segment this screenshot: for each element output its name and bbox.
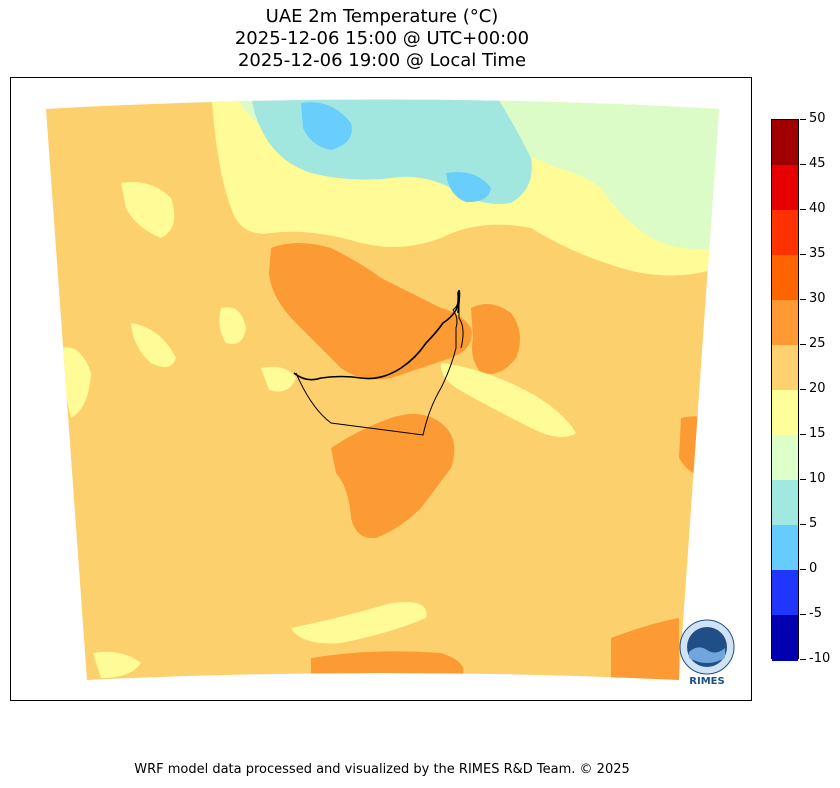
colorbar-segment <box>772 390 798 436</box>
colorbar-tick <box>800 389 806 390</box>
colorbar-tick <box>800 344 806 345</box>
colorbar-tick-label: 25 <box>809 336 826 351</box>
title-line-1: UAE 2m Temperature (°C) <box>265 6 499 27</box>
colorbar-tick <box>800 164 806 165</box>
footer-credit: WRF model data processed and visualized … <box>134 762 630 777</box>
colorbar-tick <box>800 434 806 435</box>
colorbar-tick <box>800 614 806 615</box>
temperature-band-15-20-patch-g <box>61 347 91 418</box>
colorbar-segment <box>772 570 798 616</box>
colorbar-segment <box>772 165 798 211</box>
colorbar-tick-label: -5 <box>809 606 822 621</box>
colorbar-tick-label: 15 <box>809 426 826 441</box>
title-line-3: 2025-12-06 19:00 @ Local Time <box>237 50 527 71</box>
colorbar-segment <box>772 615 798 661</box>
temperature-band-15-20-patch-h <box>261 366 296 392</box>
colorbar-segment <box>772 435 798 481</box>
colorbar-segment <box>772 210 798 256</box>
logo-text: RIMES <box>689 676 725 687</box>
colorbar-tick <box>800 119 806 120</box>
colorbar-tick <box>800 254 806 255</box>
colorbar-segment <box>772 255 798 301</box>
temperature-band-15-20-patch-e <box>291 602 427 644</box>
temperature-band-15-20-patch-b <box>219 307 246 344</box>
colorbar-tick-label: 45 <box>809 156 826 171</box>
colorbar-segment <box>772 120 798 166</box>
colorbar-tick <box>800 299 806 300</box>
colorbar-tick <box>800 479 806 480</box>
colorbar-tick <box>800 659 806 660</box>
colorbar-tick-label: 10 <box>809 471 826 486</box>
colorbar-tick <box>800 209 806 210</box>
model-domain <box>46 99 719 680</box>
colorbar-tick-label: 50 <box>809 111 826 126</box>
colorbar-tick <box>800 569 806 570</box>
colorbar-tick <box>800 524 806 525</box>
temperature-band-10-15-east <box>591 108 719 218</box>
temperature-band-15-20-patch-d <box>440 363 576 437</box>
temperature-band-0-5-b <box>446 172 491 203</box>
temperature-band-25-30-hajar <box>471 304 520 374</box>
colorbar-segment <box>772 345 798 391</box>
rimes-logo-icon <box>679 619 735 675</box>
map-frame <box>10 77 752 701</box>
colorbar-segment <box>772 300 798 346</box>
temperature-band-25-30-south <box>331 414 455 539</box>
temperature-colorbar <box>771 119 799 661</box>
colorbar-tick-label: 0 <box>809 561 818 576</box>
colorbar-tick-label: 5 <box>809 516 818 531</box>
temperature-band-15-20-patch-a <box>121 182 175 238</box>
temperature-map <box>46 99 719 680</box>
colorbar-segment <box>772 525 798 571</box>
temperature-band-25-30-sw <box>311 651 464 678</box>
temperature-band-15-20-patch-f <box>93 651 141 678</box>
colorbar-tick-label: 30 <box>809 291 826 306</box>
temperature-band-0-5-a <box>301 102 352 150</box>
colorbar-tick-label: 35 <box>809 246 826 261</box>
rimes-logo: RIMES <box>676 618 738 688</box>
temperature-band-15-20-patch-c <box>131 323 176 367</box>
temperature-band-25-30-gulf <box>269 243 472 380</box>
colorbar-tick-label: 20 <box>809 381 826 396</box>
uae-coastline <box>293 289 461 381</box>
colorbar-tick-label: 40 <box>809 201 826 216</box>
title-line-2: 2025-12-06 15:00 @ UTC+00:00 <box>234 28 530 49</box>
colorbar-tick-label: -10 <box>809 651 831 666</box>
colorbar-segment <box>772 480 798 526</box>
map-title: UAE 2m Temperature (°C) 2025-12-06 15:00… <box>0 6 764 72</box>
temperature-band-25-30-se <box>611 618 679 680</box>
